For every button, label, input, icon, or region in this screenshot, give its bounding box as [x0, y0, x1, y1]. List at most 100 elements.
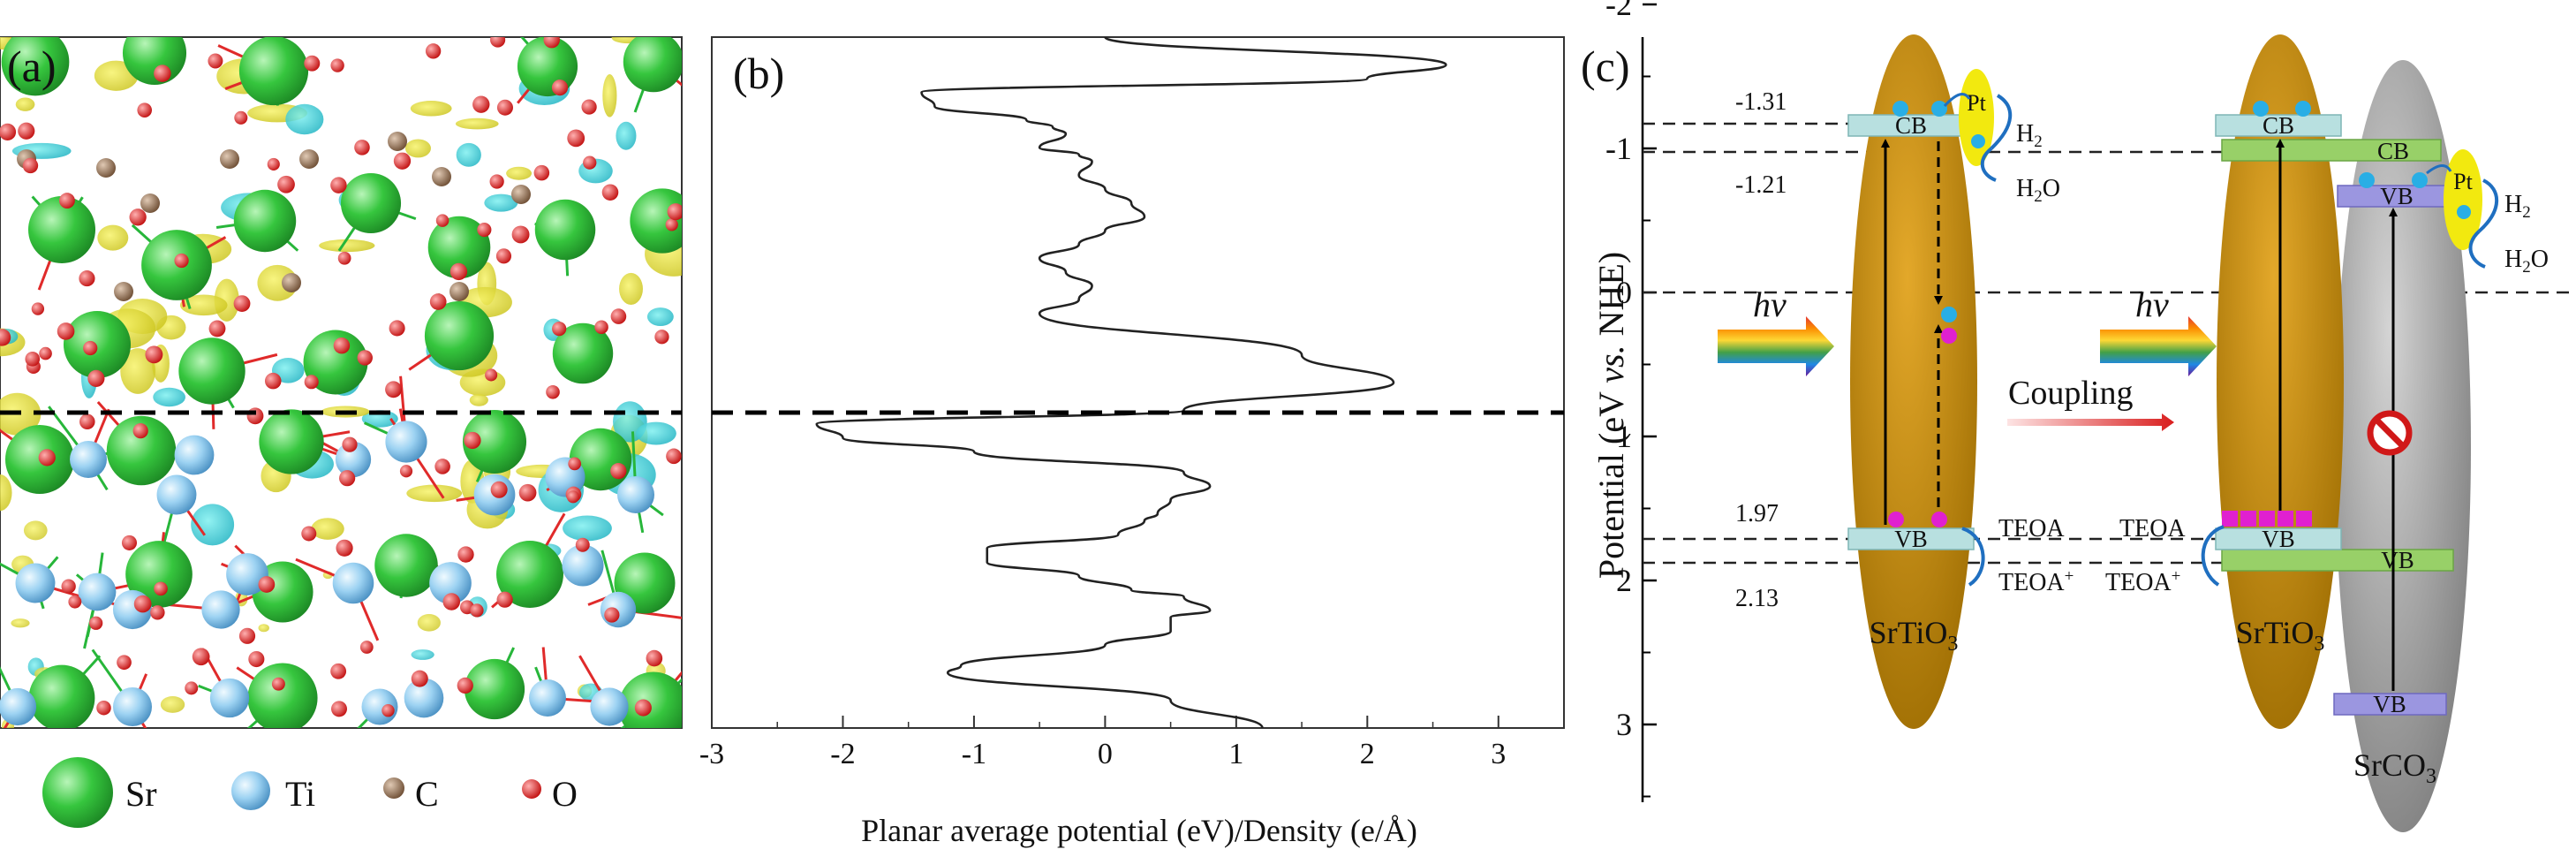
legend-ti-marker: [231, 771, 270, 810]
c-atom: [220, 149, 239, 169]
y-tick-label-0: -2: [1605, 0, 1632, 22]
teoa-plus-label-right: TEOA+: [2105, 567, 2180, 596]
h2-label-left: H2: [2016, 120, 2043, 151]
sr-atom: [233, 189, 297, 253]
o-atom: [429, 293, 447, 310]
o-atom: [271, 677, 285, 691]
isosurface-blob: [636, 421, 676, 445]
o-atom: [248, 650, 265, 668]
pt-label-right: Pt: [2453, 169, 2473, 194]
hole-1-left: [1888, 512, 1904, 527]
legend-c-label: C: [415, 774, 439, 814]
o-atom: [277, 175, 295, 193]
isosurface-blob: [417, 613, 441, 632]
isosurface-blob: [97, 224, 129, 251]
y-tick-label-4: 2: [1616, 563, 1632, 598]
o-atom: [566, 490, 579, 504]
o-atom: [581, 99, 597, 115]
o-atom: [150, 605, 165, 620]
isosurface-blob: [285, 103, 324, 135]
isosurface-blob: [120, 348, 155, 394]
hole-right-4: [2296, 511, 2312, 527]
sr-atom: [374, 534, 438, 597]
o-atom: [301, 526, 317, 542]
teoa-arrow-right: [2201, 525, 2225, 587]
sr-atom: [534, 199, 596, 261]
y-tick-label-1: -1: [1605, 131, 1632, 166]
teoa-label-left: TEOA: [1998, 515, 2065, 542]
o-atom: [610, 462, 627, 480]
o-atom: [495, 248, 512, 264]
ti-atom: [156, 474, 197, 515]
isosurface-blob: [484, 193, 518, 212]
hole-right-0: [2222, 511, 2238, 527]
o-atom: [472, 95, 490, 113]
coupling-arrow: Coupling: [2007, 375, 2174, 431]
rainbow-arrow-right: [2100, 316, 2217, 376]
level-label-cb2: -1.21: [1735, 171, 1787, 199]
ti-atom: [590, 687, 629, 726]
o-atom: [330, 58, 344, 72]
x-tick-label-4: 1: [1228, 738, 1243, 770]
heterojunction-right: CB VB VB VB CB VB SrTiO3 SrC: [2105, 34, 2549, 832]
sr-atom: [462, 409, 527, 474]
o-atom: [477, 222, 492, 238]
isosurface-blob: [23, 520, 48, 541]
o-atom: [604, 607, 620, 623]
o-atom: [389, 320, 405, 337]
planar-average-curve: [815, 35, 1447, 729]
ti-atom: [616, 475, 655, 514]
x-tick-label-2: -1: [962, 738, 986, 770]
o-atom: [57, 322, 75, 340]
h2o-arrow-right: [2468, 230, 2486, 269]
c-atom: [282, 273, 301, 292]
legend-ti-label: Ti: [285, 774, 315, 814]
o-atom: [31, 302, 45, 315]
o-atom: [551, 80, 569, 96]
sr-atom: [464, 658, 525, 720]
panel-b-frame: [711, 36, 1565, 729]
c-atom: [299, 149, 319, 169]
atom-legend: Sr Ti C O: [42, 757, 578, 828]
hole-mid-left: [1941, 328, 1957, 344]
sr-atom: [496, 541, 563, 608]
o-atom: [233, 295, 251, 313]
ti-atom: [404, 678, 444, 718]
forbidden-sign: [2367, 410, 2413, 456]
o-atom: [583, 155, 597, 170]
o-atom: [533, 164, 550, 181]
o-atom: [264, 372, 282, 390]
holes-right: [2222, 511, 2312, 527]
hv-label-left: hv: [1753, 284, 1787, 324]
o-atom: [192, 648, 210, 666]
isosurface-blob: [311, 518, 344, 540]
vb-label-srco3-deep: VB: [2373, 691, 2406, 717]
o-atom: [79, 270, 95, 287]
o-atom: [339, 470, 356, 487]
o-atom: [267, 157, 280, 171]
h2o-arrow-left: [1980, 147, 1997, 182]
o-atom: [68, 595, 82, 609]
sr-atom: [27, 195, 96, 264]
x-tick-label-0: -3: [699, 738, 724, 770]
coupling-label: Coupling: [2008, 375, 2133, 412]
c-atom: [96, 158, 116, 178]
pt-electron-left: [1971, 134, 1985, 148]
rainbow-arrow-left: [1718, 316, 1834, 376]
isosurface-blob: [153, 387, 185, 407]
pt-cocatalyst-left: [1959, 69, 1994, 166]
isosurface-blob: [179, 294, 228, 316]
o-atom: [336, 539, 353, 557]
isosurface-blob: [619, 272, 643, 305]
x-tick-label-1: -2: [830, 738, 855, 770]
c-atom: [432, 167, 451, 186]
legend-o-label: O: [552, 774, 578, 814]
o-atom: [490, 481, 508, 498]
teoa-plus-label-left: TEOA+: [1998, 567, 2074, 596]
panel-c-label: (c): [1581, 42, 1630, 91]
y-tick-label-3: 1: [1616, 419, 1632, 454]
ti-atom: [15, 563, 56, 603]
isosurface-blob: [410, 101, 452, 117]
c-atom: [388, 132, 407, 151]
o-atom: [485, 368, 498, 382]
